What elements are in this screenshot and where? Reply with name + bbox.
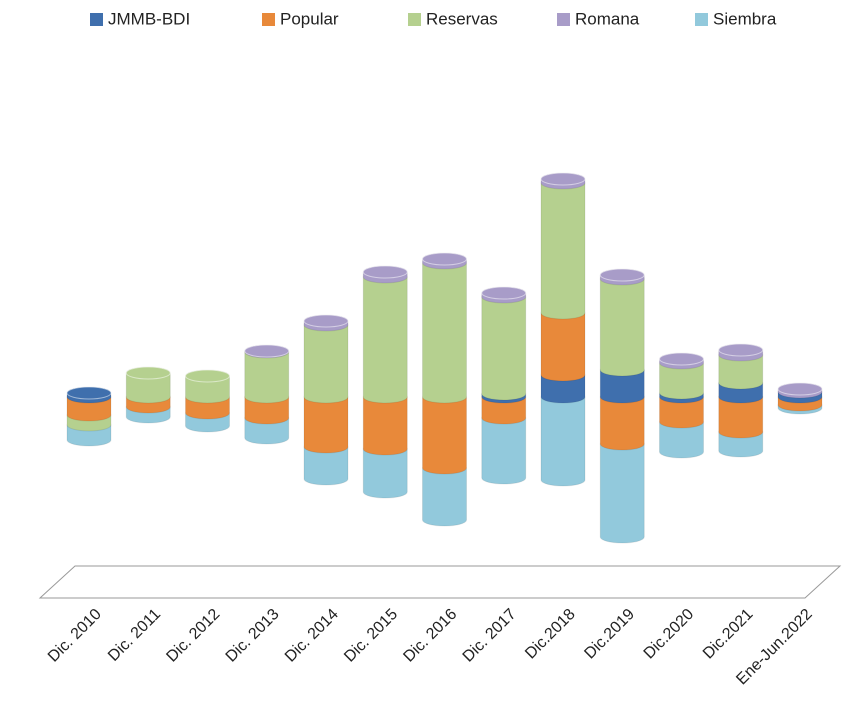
x-tick-label: Dic. 2012 [163, 606, 223, 666]
x-tick-label: Dic. 2013 [223, 606, 283, 666]
cylinder-top [185, 369, 230, 383]
legend-swatch [557, 13, 570, 26]
legend-swatch [695, 13, 708, 26]
cylinder-top [718, 343, 764, 357]
cylinder-top [125, 366, 171, 380]
x-tick-label: Dic. 2014 [282, 606, 342, 666]
cylinder-segment [540, 176, 586, 320]
x-tick-label: Dic. 2016 [400, 606, 460, 666]
x-tick-label: Dic.2021 [700, 606, 757, 663]
legend-label: Popular [280, 9, 339, 28]
x-tick-label: Dic. 2010 [45, 606, 105, 666]
cylinder-top [244, 344, 290, 358]
cylinder-top [303, 314, 349, 328]
x-tick-label: Dic. 2011 [105, 606, 164, 665]
x-tick-label: Dic. 2017 [460, 606, 520, 666]
x-tick-label: Dic.2019 [581, 606, 638, 663]
x-tick-label: Dic.2020 [641, 606, 698, 663]
cylinder-top [540, 172, 586, 186]
cylinder-segment [362, 270, 408, 404]
cylinder-top [481, 286, 527, 300]
cylinder-segment [422, 256, 467, 404]
legend-swatch [408, 13, 421, 26]
cylinder-segment [599, 437, 645, 544]
legend-label: Siembra [713, 9, 777, 28]
legend-swatch [90, 13, 103, 26]
legend-label: Reservas [426, 9, 498, 28]
legend-swatch [262, 13, 275, 26]
cylinder-top [422, 252, 467, 266]
x-tick-label: Dic. 2015 [341, 606, 401, 666]
cylinder-top [599, 268, 645, 282]
cylinder-top [362, 265, 408, 279]
cylinder-segment [540, 390, 586, 487]
legend-label: JMMB-BDI [108, 9, 190, 28]
floor [38, 565, 842, 599]
cylinder-top [777, 382, 823, 396]
legend-label: Romana [575, 9, 640, 28]
x-tick-label: Dic.2018 [522, 606, 579, 663]
cylinder-segment [599, 272, 645, 377]
cylinder-top [659, 352, 704, 366]
cylinder-segment [481, 290, 527, 401]
cylinder-top [66, 386, 112, 400]
cylinder-segment [303, 318, 349, 404]
